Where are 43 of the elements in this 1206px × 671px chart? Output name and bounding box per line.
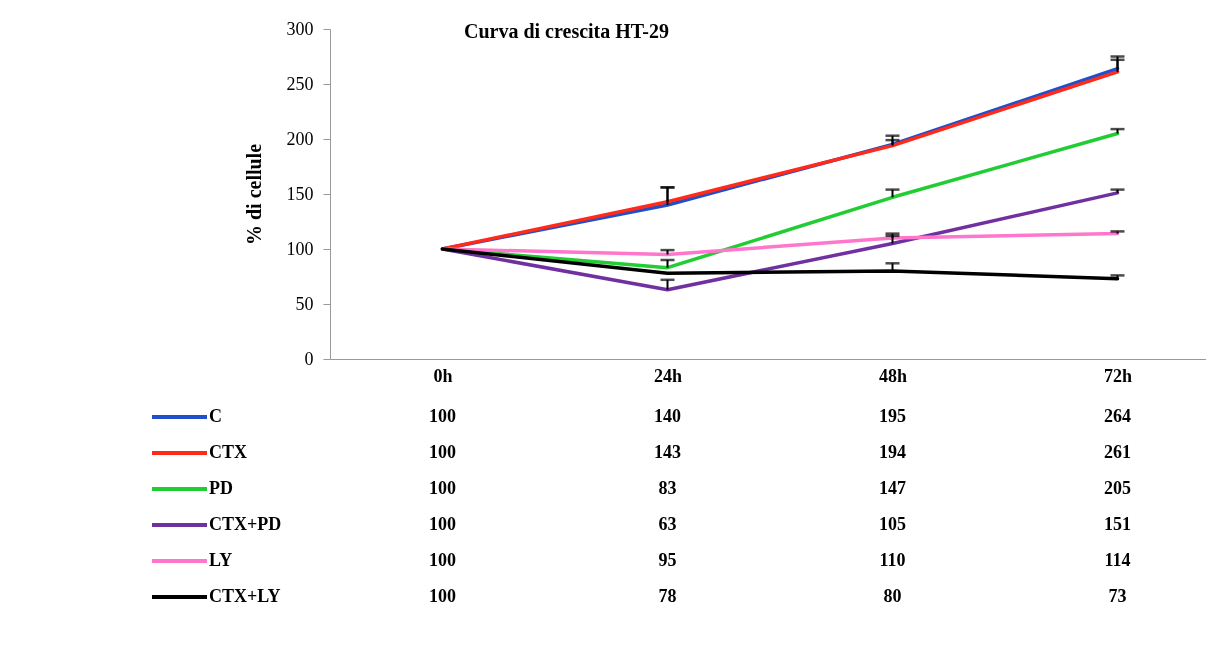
data-label: 264 (1104, 406, 1131, 426)
data-label: 100 (429, 442, 456, 462)
y-tick-label: 150 (286, 183, 314, 204)
data-label: 78 (658, 586, 677, 606)
legend-label: LY (209, 550, 233, 570)
x-tick-label: 24h (653, 365, 683, 386)
legend-label: CTX+PD (209, 514, 282, 534)
y-axis-title: % di cellule (242, 143, 265, 246)
data-label: 140 (654, 406, 681, 426)
data-label: 147 (879, 478, 906, 498)
y-tick-label: 300 (286, 18, 314, 39)
y-tick-label: 100 (286, 238, 314, 259)
data-label: 100 (429, 514, 456, 534)
data-label: 100 (429, 550, 456, 570)
data-label: 73 (1108, 586, 1127, 606)
legend-label: CTX+LY (209, 586, 281, 606)
data-label: 143 (654, 442, 681, 462)
data-label: 105 (879, 514, 906, 534)
x-tick-label: 48h (878, 365, 908, 386)
data-label: 83 (658, 478, 677, 498)
data-label: 100 (429, 478, 456, 498)
x-tick-label: 72h (1103, 365, 1133, 386)
data-label: 100 (429, 586, 456, 606)
data-label: 195 (879, 406, 906, 426)
legend-label: C (209, 406, 222, 426)
y-tick-label: 0 (304, 348, 314, 369)
data-label: 114 (1104, 550, 1131, 570)
data-label: 205 (1104, 478, 1131, 498)
data-label: 110 (879, 550, 906, 570)
data-label: 80 (883, 586, 902, 606)
x-tick-label: 0h (433, 365, 453, 386)
data-label: 95 (658, 550, 677, 570)
data-label: 194 (879, 442, 906, 462)
y-tick-label: 250 (286, 73, 314, 94)
data-label: 100 (429, 406, 456, 426)
y-tick-label: 50 (295, 293, 314, 314)
legend-label: CTX (209, 442, 248, 462)
data-label: 63 (658, 514, 677, 534)
y-tick-label: 200 (286, 128, 314, 149)
chart-title: Curva di crescita HT-29 (464, 20, 669, 42)
legend-label: PD (209, 478, 233, 498)
data-label: 261 (1104, 442, 1131, 462)
data-label: 151 (1104, 514, 1131, 534)
